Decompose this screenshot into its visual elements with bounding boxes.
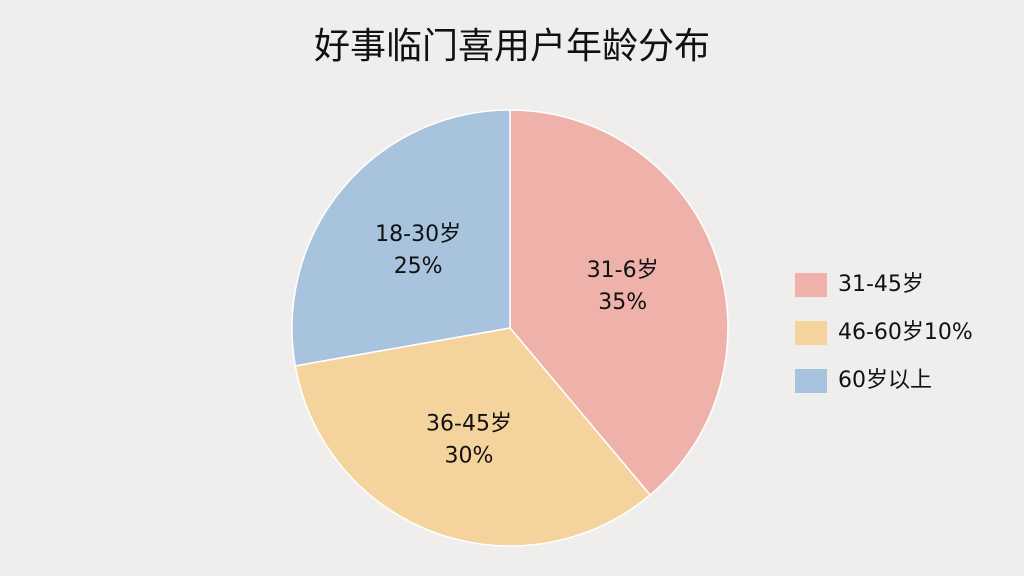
slice-value-label: 30% — [445, 444, 494, 469]
slice-value-label: 35% — [598, 290, 647, 315]
pie-slice — [509, 109, 729, 497]
slice-label: 31-6岁 — [587, 258, 659, 283]
legend-swatch — [795, 369, 827, 393]
chart-title: 好事临门喜用户年龄分布 — [314, 26, 710, 67]
slice-label: 18-30岁 — [375, 222, 461, 247]
legend-swatch — [795, 321, 827, 345]
pie-slice — [294, 327, 652, 547]
legend-label: 60岁以上 — [838, 368, 932, 393]
slice-label: 36-45岁 — [426, 412, 512, 437]
slice-value-label: 25% — [394, 254, 443, 279]
legend-label: 46-60岁10% — [838, 320, 973, 345]
legend-swatch — [795, 273, 827, 297]
pie-slice — [291, 109, 511, 367]
legend-label: 31-45岁 — [838, 272, 924, 297]
